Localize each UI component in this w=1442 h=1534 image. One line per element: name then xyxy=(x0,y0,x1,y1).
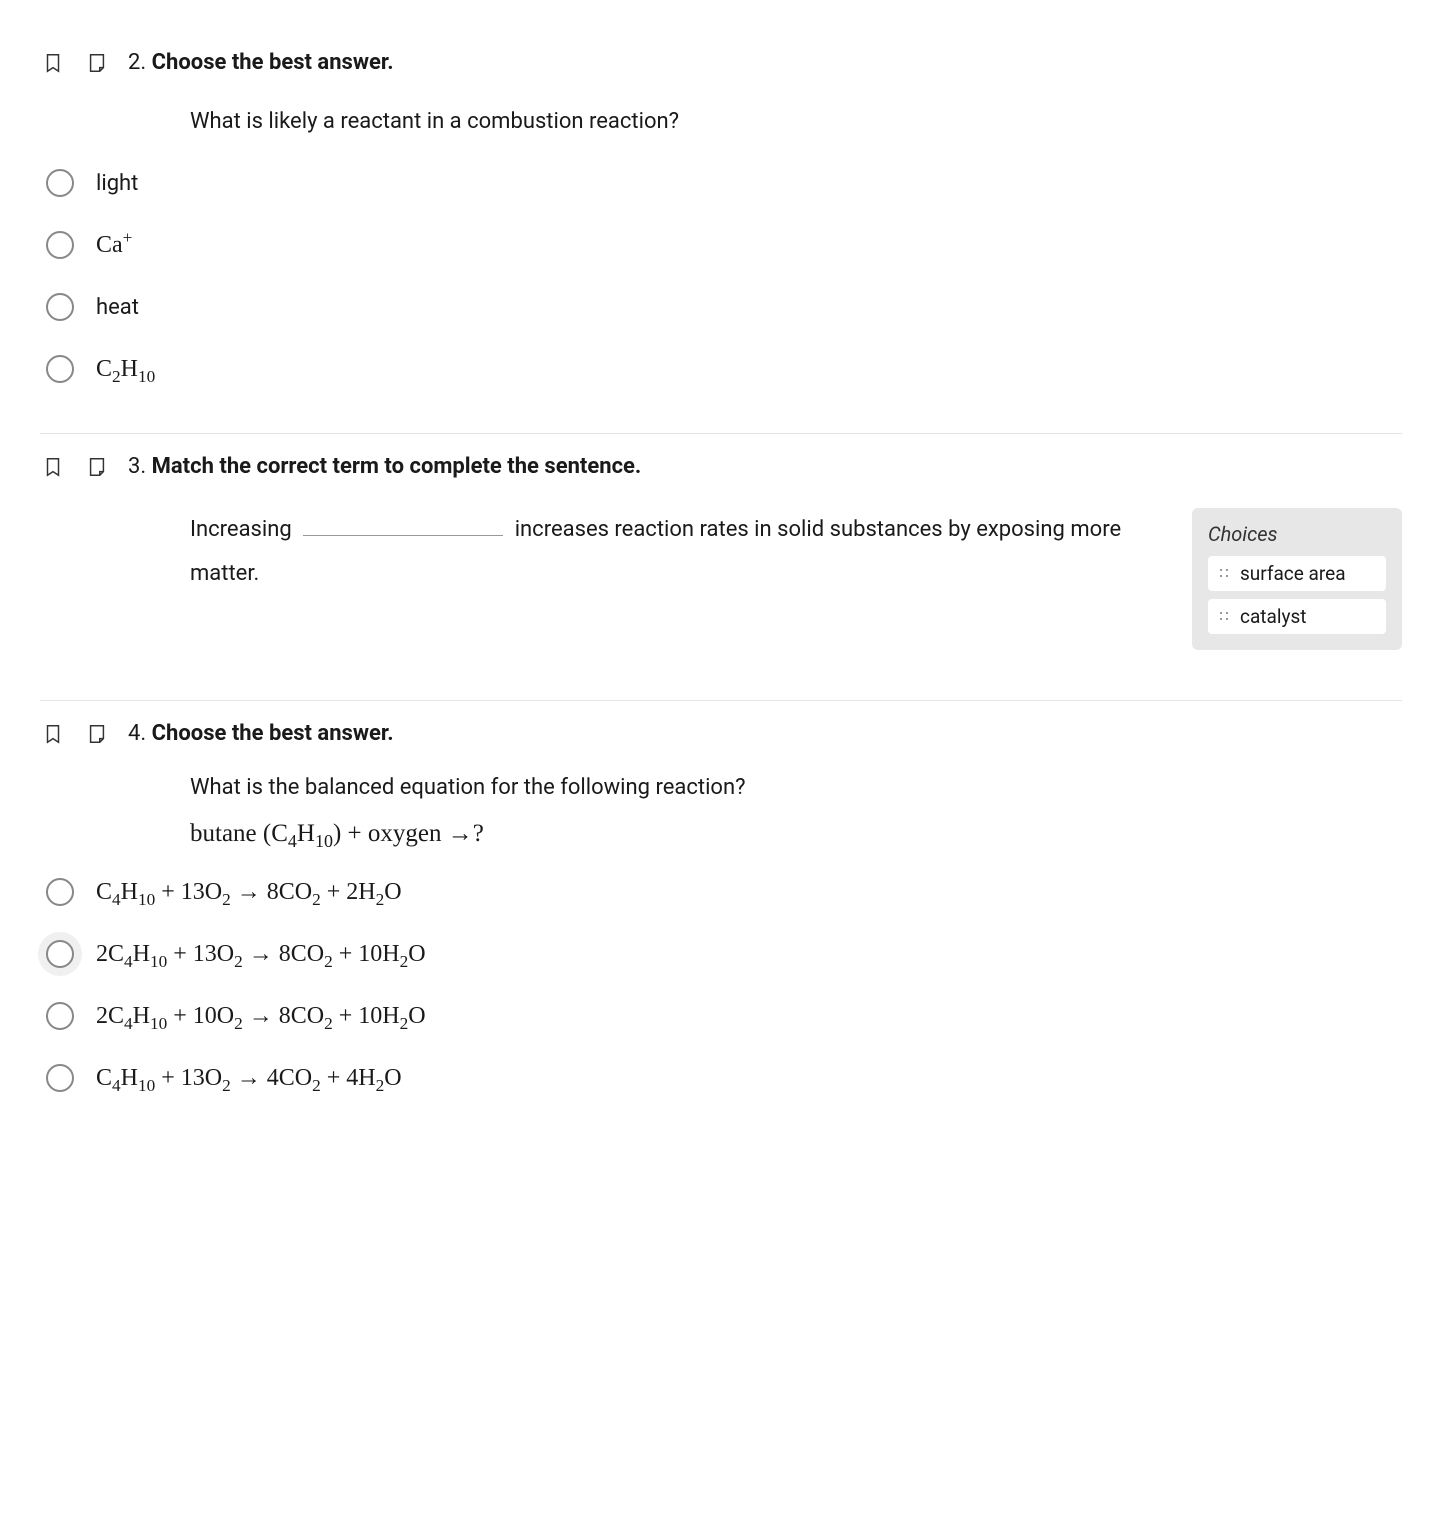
question-4: 4. Choose the best answer. What is the b… xyxy=(40,701,1402,1142)
radio-icon xyxy=(46,231,74,259)
question-title: 2. Choose the best answer. xyxy=(128,50,1402,75)
grip-icon xyxy=(1218,567,1232,581)
sentence-pre: Increasing xyxy=(190,517,292,542)
option-label: C4H10 + 13O2 → 4CO2 + 4H2O xyxy=(96,1065,402,1092)
drop-target-blank[interactable] xyxy=(303,510,503,536)
radio-icon xyxy=(46,1002,74,1030)
option-c[interactable]: 2C4H10 + 10O2 → 8CO2 + 10H2O xyxy=(46,1002,1402,1030)
question-number: 3. xyxy=(128,454,146,479)
choices-title: Choices xyxy=(1208,522,1386,546)
radio-icon xyxy=(46,355,74,383)
option-label: light xyxy=(96,171,138,196)
option-c2h10[interactable]: C2H10 xyxy=(46,355,1402,383)
equation: butane (C4H10) + oxygen →? xyxy=(190,820,1402,848)
option-label: 2C4H10 + 10O2 → 8CO2 + 10H2O xyxy=(96,1003,426,1030)
choice-catalyst[interactable]: catalyst xyxy=(1208,599,1386,634)
options-list: C4H10 + 13O2 → 8CO2 + 2H2O 2C4H10 + 13O2… xyxy=(46,878,1402,1092)
question-header: 2. Choose the best answer. xyxy=(40,50,1402,76)
question-header: 4. Choose the best answer. xyxy=(40,721,1402,747)
choice-label: catalyst xyxy=(1240,605,1306,628)
option-ca-plus[interactable]: Ca+ xyxy=(46,231,1402,259)
grip-icon xyxy=(1218,610,1232,624)
question-body: What is likely a reactant in a combustio… xyxy=(190,104,1402,139)
option-a[interactable]: C4H10 + 13O2 → 8CO2 + 2H2O xyxy=(46,878,1402,906)
option-label: C2H10 xyxy=(96,356,155,383)
question-prompt: Choose the best answer. xyxy=(152,50,394,75)
match-container: Increasing increases reaction rates in s… xyxy=(40,508,1402,650)
note-icon[interactable] xyxy=(84,454,110,480)
sub-prompt: What is the balanced equation for the fo… xyxy=(190,775,1402,800)
question-prompt: Choose the best answer. xyxy=(152,721,394,746)
question-number: 2. xyxy=(128,50,146,75)
question-2: 2. Choose the best answer. What is likel… xyxy=(40,30,1402,433)
question-header: 3. Match the correct term to complete th… xyxy=(40,454,1402,480)
bookmark-icon[interactable] xyxy=(40,50,66,76)
question-3: 3. Match the correct term to complete th… xyxy=(40,434,1402,700)
option-label: 2C4H10 + 13O2 → 8CO2 + 10H2O xyxy=(96,941,426,968)
note-icon[interactable] xyxy=(84,721,110,747)
question-title: 4. Choose the best answer. xyxy=(128,721,1402,746)
bookmark-icon[interactable] xyxy=(40,454,66,480)
question-number: 4. xyxy=(128,721,146,746)
choice-label: surface area xyxy=(1240,562,1346,585)
option-heat[interactable]: heat xyxy=(46,293,1402,321)
option-b[interactable]: 2C4H10 + 13O2 → 8CO2 + 10H2O xyxy=(46,940,1402,968)
note-icon[interactable] xyxy=(84,50,110,76)
bookmark-icon[interactable] xyxy=(40,721,66,747)
choices-panel: Choices surface area catalyst xyxy=(1192,508,1402,650)
option-label: C4H10 + 13O2 → 8CO2 + 2H2O xyxy=(96,879,402,906)
radio-icon xyxy=(46,940,74,968)
option-label: Ca+ xyxy=(96,232,132,259)
radio-icon xyxy=(46,1064,74,1092)
radio-icon xyxy=(46,878,74,906)
option-light[interactable]: light xyxy=(46,169,1402,197)
match-sentence: Increasing increases reaction rates in s… xyxy=(190,508,1152,596)
radio-icon xyxy=(46,293,74,321)
question-prompt: Match the correct term to complete the s… xyxy=(152,454,642,479)
choice-surface-area[interactable]: surface area xyxy=(1208,556,1386,591)
option-d[interactable]: C4H10 + 13O2 → 4CO2 + 4H2O xyxy=(46,1064,1402,1092)
radio-icon xyxy=(46,169,74,197)
option-label: heat xyxy=(96,295,139,320)
options-list: light Ca+ heat C2H10 xyxy=(46,169,1402,383)
question-body: What is the balanced equation for the fo… xyxy=(190,775,1402,848)
question-title: 3. Match the correct term to complete th… xyxy=(128,454,1402,479)
